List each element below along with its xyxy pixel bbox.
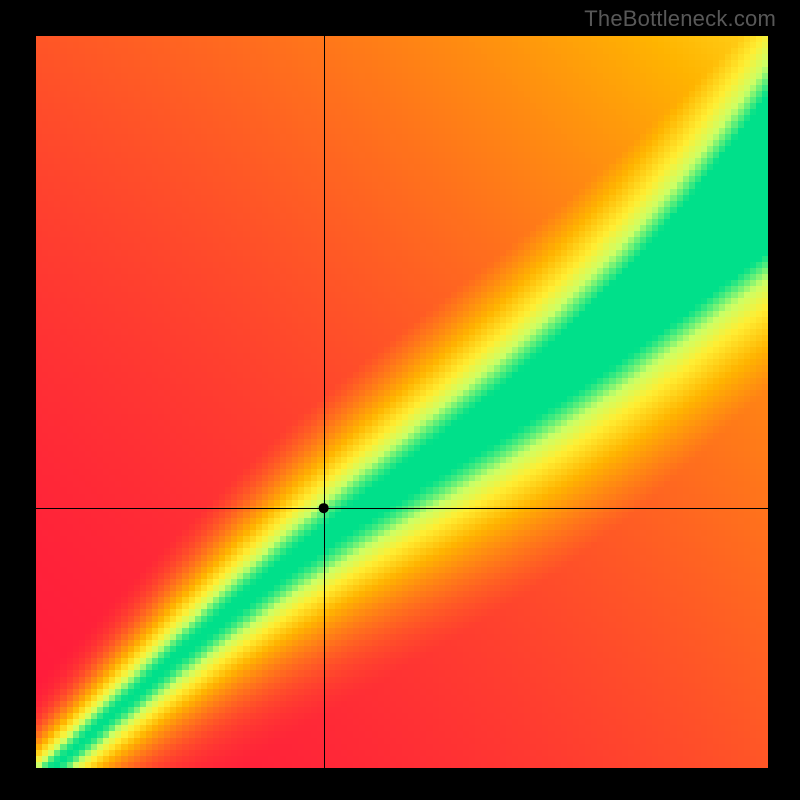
watermark-text: TheBottleneck.com xyxy=(584,6,776,32)
chart-container: TheBottleneck.com xyxy=(0,0,800,800)
bottleneck-heatmap xyxy=(0,0,800,800)
